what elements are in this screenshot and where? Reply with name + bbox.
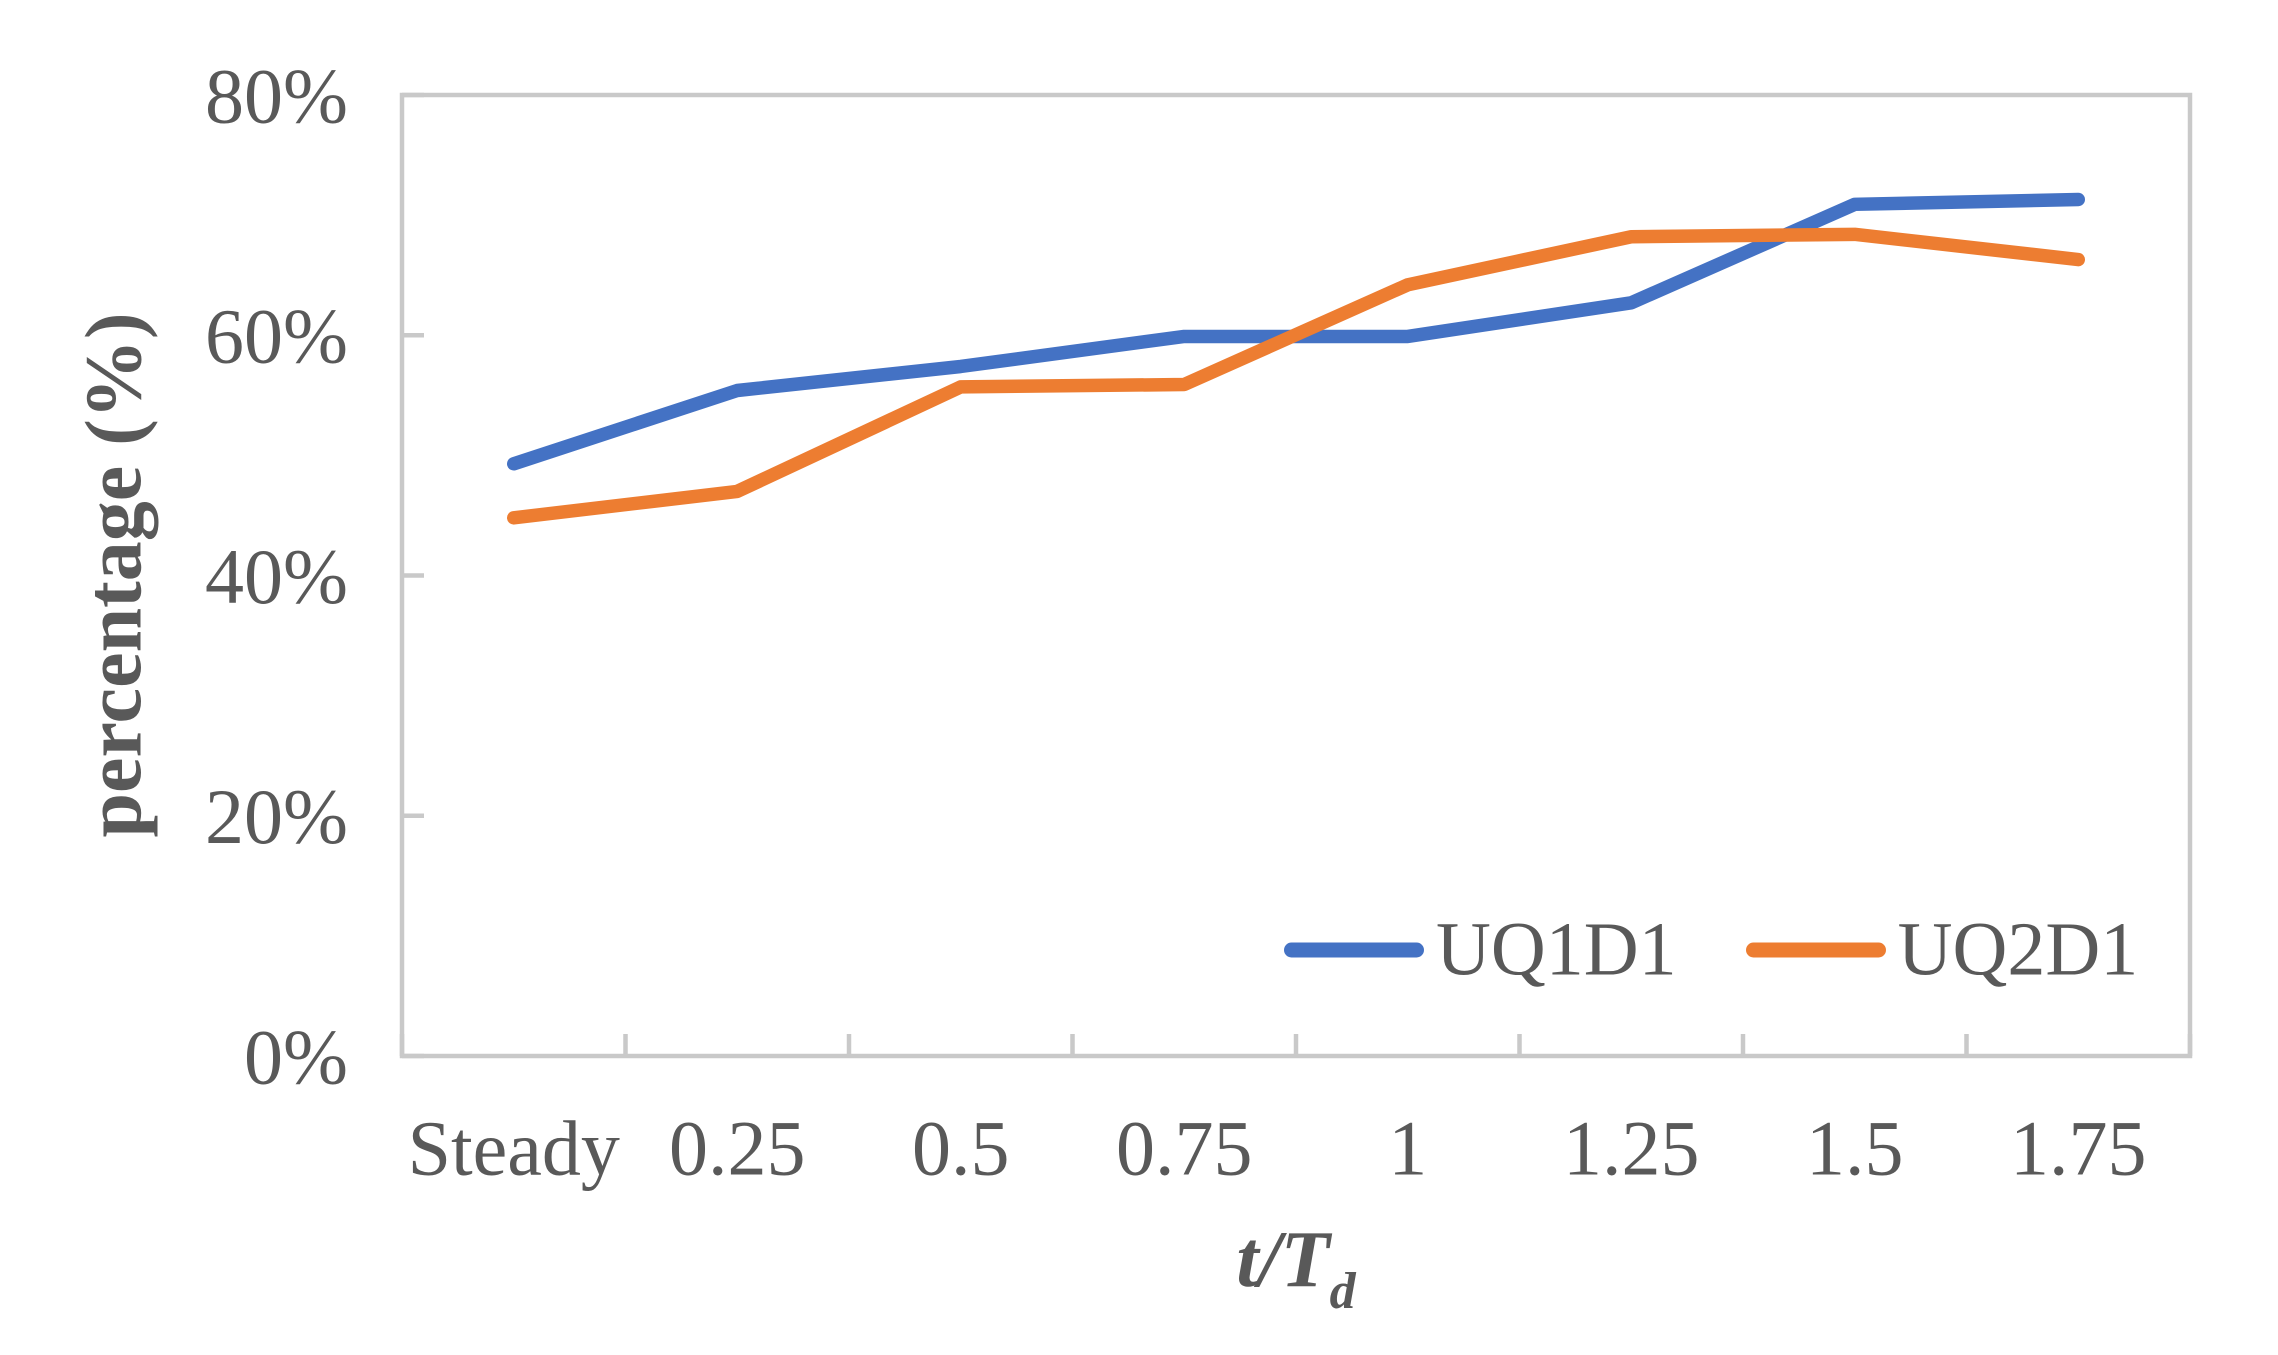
legend-label-uq1d1: UQ1D1 <box>1436 907 1677 992</box>
x-tick-label: 1 <box>1388 1104 1427 1191</box>
y-tick-label: 60% <box>205 293 348 380</box>
y-tick-label: 40% <box>205 533 348 620</box>
x-axis-title: t/Td <box>1236 1215 1355 1318</box>
legend-swatch-uq2d1 <box>1745 942 1886 958</box>
x-tick-label: 0.75 <box>1116 1104 1253 1191</box>
series-line-uq2d1 <box>507 227 2085 525</box>
legend-swatch-uq1d1 <box>1284 942 1424 958</box>
legend: UQ1D1 UQ2D1 <box>1284 907 2138 994</box>
y-axis-title: percentage (%) <box>70 312 159 838</box>
legend-item-uq1d1: UQ1D1 <box>1284 907 1677 994</box>
x-tick-label: 1.75 <box>2010 1104 2147 1191</box>
y-tick-label: 80% <box>205 52 348 139</box>
y-tick-label: 20% <box>205 773 348 860</box>
legend-item-uq2d1: UQ2D1 <box>1745 907 2139 994</box>
legend-label-uq2d1: UQ2D1 <box>1897 907 2139 992</box>
x-tick-label: 1.5 <box>1806 1104 1904 1191</box>
x-tick-label: 1.25 <box>1563 1104 1700 1191</box>
y-tick-label: 0% <box>244 1013 348 1100</box>
x-tick-label: 0.25 <box>669 1104 806 1191</box>
x-axis-title-main: t/T <box>1236 1216 1330 1304</box>
x-tick-label: Steady <box>408 1104 620 1191</box>
x-axis-title-subscript: d <box>1329 1263 1356 1320</box>
x-tick-label: 0.5 <box>912 1104 1010 1191</box>
